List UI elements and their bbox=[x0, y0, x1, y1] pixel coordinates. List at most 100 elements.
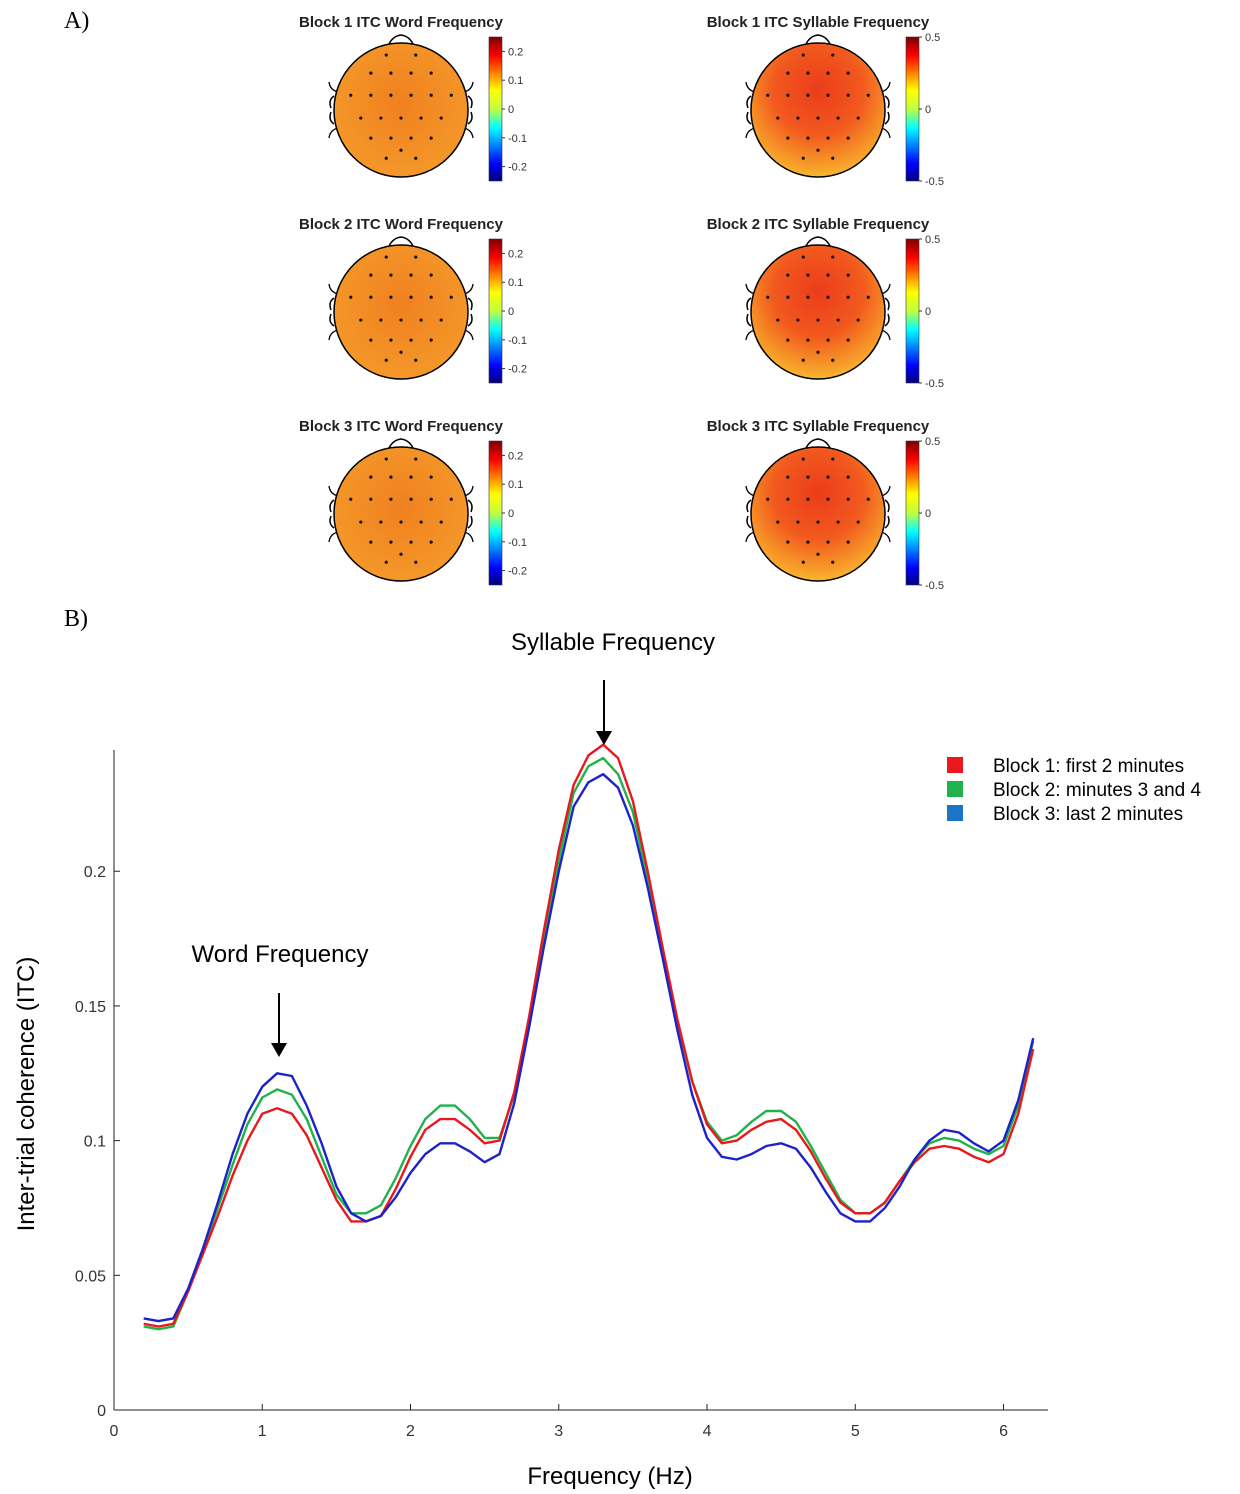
colorbar-tick-label: 0 bbox=[508, 306, 514, 318]
electrode-dot bbox=[419, 520, 423, 524]
colorbar-tick-label: -0.2 bbox=[508, 364, 527, 376]
electrode-dot bbox=[801, 53, 805, 57]
electrode-dot bbox=[429, 475, 433, 479]
right-ear-shape bbox=[467, 297, 473, 327]
y-axis-label: Inter-trial coherence (ITC) bbox=[13, 957, 40, 1232]
electrode-dot bbox=[856, 116, 860, 120]
electrode-dot bbox=[369, 295, 373, 299]
electrode-dot bbox=[429, 273, 433, 277]
electrode-dot bbox=[449, 93, 453, 97]
right-ear-shape bbox=[884, 95, 890, 125]
electrode-dot bbox=[419, 318, 423, 322]
topomap-title: Block 2 ITC Syllable Frequency bbox=[707, 216, 930, 233]
electrode-dot bbox=[384, 255, 388, 259]
electrode-dot bbox=[846, 497, 850, 501]
electrode-dot bbox=[409, 338, 413, 342]
electrode-dot bbox=[389, 136, 393, 140]
y-tick-label: 0.1 bbox=[84, 1134, 106, 1151]
colorbar-tick-label: -0.1 bbox=[508, 537, 527, 549]
electrode-dot bbox=[389, 540, 393, 544]
electrode-dot bbox=[449, 295, 453, 299]
x-tick-label: 3 bbox=[554, 1423, 563, 1440]
colorbar-tick-label: -0.5 bbox=[925, 176, 944, 188]
topomap-title: Block 2 ITC Word Frequency bbox=[299, 216, 504, 233]
legend-label-block-2: Block 2: minutes 3 and 4 bbox=[993, 780, 1201, 801]
colorbar-tick-label: 0.5 bbox=[925, 234, 940, 246]
electrode-dot bbox=[846, 338, 850, 342]
electrode-dot bbox=[866, 295, 870, 299]
electrode-dot bbox=[414, 358, 418, 362]
electrode-dot bbox=[429, 540, 433, 544]
nose-shape bbox=[805, 34, 831, 45]
electrode-dot bbox=[831, 560, 835, 564]
electrode-dot bbox=[806, 93, 810, 97]
head-outline bbox=[333, 446, 469, 582]
electrode-dot bbox=[796, 318, 800, 322]
electrode-dot bbox=[836, 520, 840, 524]
electrode-dot bbox=[389, 497, 393, 501]
electrode-dot bbox=[369, 136, 373, 140]
left-ear-shape bbox=[329, 499, 335, 529]
y-tick-label: 0.05 bbox=[75, 1268, 106, 1285]
electrode-dot bbox=[816, 552, 820, 556]
electrode-dot bbox=[826, 273, 830, 277]
colorbar-tick-label: -0.1 bbox=[508, 133, 527, 145]
electrode-dot bbox=[806, 295, 810, 299]
topomap-5: Block 3 ITC Word Frequency 0.2 0.1 0 -0.1 -0.… bbox=[299, 418, 527, 586]
left-ear-shape bbox=[329, 95, 335, 125]
electrode-dot bbox=[786, 295, 790, 299]
electrode-dot bbox=[816, 318, 820, 322]
electrode-dot bbox=[369, 540, 373, 544]
electrode-dot bbox=[379, 520, 383, 524]
electrode-dot bbox=[786, 338, 790, 342]
y-tick-label: 0 bbox=[97, 1403, 106, 1420]
electrode-dot bbox=[349, 497, 353, 501]
electrode-dot bbox=[349, 295, 353, 299]
right-ear-shape bbox=[884, 297, 890, 327]
series-line-block-1 bbox=[143, 743, 1035, 1328]
electrode-dot bbox=[384, 156, 388, 160]
electrode-dot bbox=[409, 497, 413, 501]
colorbar-tick-label: 0 bbox=[508, 508, 514, 520]
electrode-dot bbox=[806, 338, 810, 342]
electrode-dot bbox=[389, 93, 393, 97]
x-tick-label: 4 bbox=[703, 1423, 712, 1440]
right-ear-shape bbox=[884, 499, 890, 529]
ear-marks bbox=[328, 485, 474, 543]
topomap-title: Block 1 ITC Word Frequency bbox=[299, 14, 504, 31]
electrode-dot bbox=[449, 497, 453, 501]
electrode-dot bbox=[409, 295, 413, 299]
electrode-dot bbox=[399, 116, 403, 120]
electrode-dot bbox=[846, 295, 850, 299]
arrow-head bbox=[271, 1043, 287, 1057]
electrode-dot bbox=[806, 475, 810, 479]
ear-marks bbox=[328, 81, 474, 139]
electrode-dot bbox=[414, 255, 418, 259]
nose-shape bbox=[388, 438, 414, 449]
electrode-dot bbox=[389, 71, 393, 75]
electrode-dot bbox=[429, 136, 433, 140]
electrode-dot bbox=[856, 520, 860, 524]
electrode-dot bbox=[801, 560, 805, 564]
electrode-dot bbox=[414, 53, 418, 57]
legend-swatch-block-1 bbox=[947, 757, 963, 773]
colorbar-tick-label: 0.2 bbox=[508, 450, 523, 462]
head-outline bbox=[750, 244, 886, 380]
head-outline bbox=[750, 42, 886, 178]
electrode-dot bbox=[786, 93, 790, 97]
colorbar-tick-label: -0.2 bbox=[508, 162, 527, 174]
electrode-dot bbox=[409, 475, 413, 479]
electrode-dot bbox=[399, 318, 403, 322]
nose-shape bbox=[388, 236, 414, 247]
electrode-dot bbox=[836, 318, 840, 322]
electrode-dot bbox=[414, 560, 418, 564]
electrode-dot bbox=[429, 338, 433, 342]
electrode-dot bbox=[379, 318, 383, 322]
electrode-dot bbox=[399, 350, 403, 354]
electrode-dot bbox=[866, 93, 870, 97]
electrode-dot bbox=[846, 71, 850, 75]
electrode-dot bbox=[806, 540, 810, 544]
right-ear-shape bbox=[467, 95, 473, 125]
electrode-dot bbox=[359, 318, 363, 322]
